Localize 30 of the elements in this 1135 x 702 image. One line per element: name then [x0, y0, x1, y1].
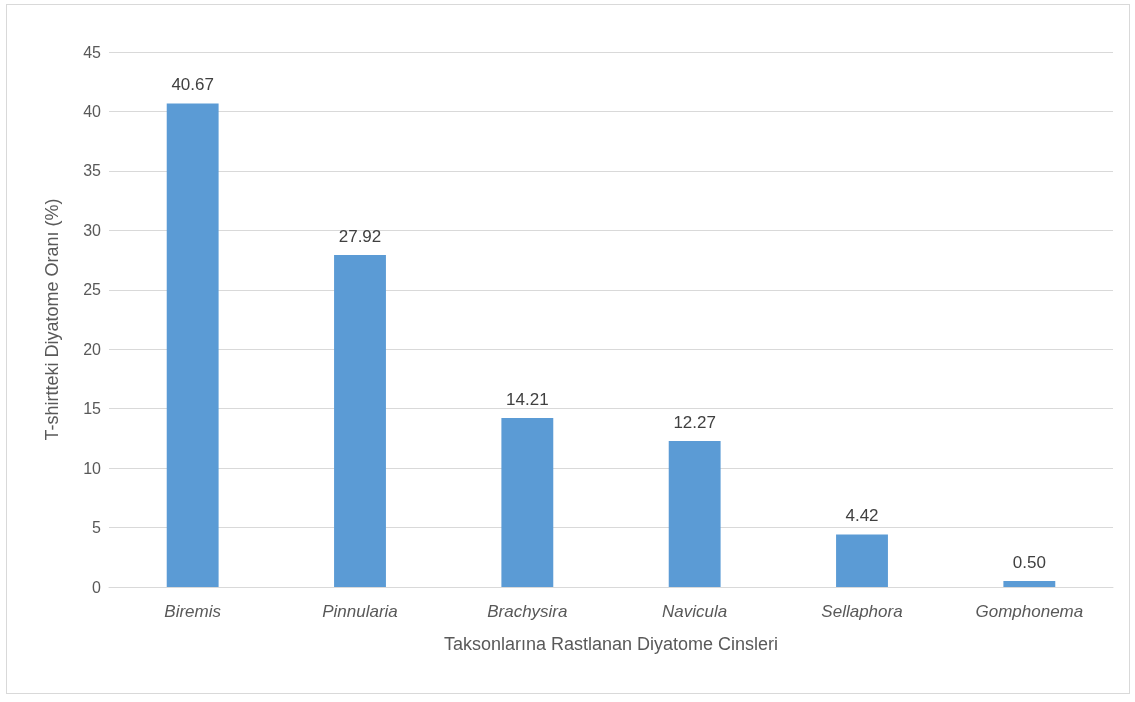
y-tick-label: 10 [83, 459, 102, 477]
x-axis-title: Taksonlarına Rastlanan Diyatome Cinsleri [443, 634, 779, 654]
y-tick-label: 25 [83, 281, 102, 299]
data-label: 12.27 [673, 413, 716, 433]
y-tick-label: 35 [83, 162, 102, 180]
y-tick-label: 5 [92, 519, 102, 537]
data-label: 40.67 [171, 75, 214, 95]
x-tick-label: Navicula [662, 602, 728, 621]
x-tick-label: Sellaphora [821, 602, 903, 621]
bar [166, 103, 219, 587]
x-tick-label: Biremis [164, 602, 222, 621]
x-tick-label: Gomphonema [975, 602, 1084, 621]
x-tick-label: Pinnularia [322, 602, 398, 621]
bar [668, 441, 721, 587]
y-axis-title: T-shirtteki Diyatome Oranı (%) [42, 198, 62, 441]
bar [836, 534, 888, 587]
y-tick-label: 15 [83, 400, 102, 418]
data-label: 14.21 [506, 390, 549, 410]
y-tick-label: 30 [83, 221, 102, 239]
bar [501, 418, 554, 587]
y-tick-label: 20 [83, 340, 102, 358]
bar [1003, 581, 1056, 587]
y-tick-label: 40 [83, 102, 102, 120]
data-label: 4.42 [845, 506, 879, 526]
y-tick-label: 45 [83, 43, 102, 61]
bar [334, 255, 386, 587]
y-tick-label: 0 [92, 578, 102, 596]
data-label: 0.50 [1012, 553, 1046, 573]
x-tick-label: Brachysira [487, 602, 568, 621]
data-label: 27.92 [338, 227, 382, 247]
